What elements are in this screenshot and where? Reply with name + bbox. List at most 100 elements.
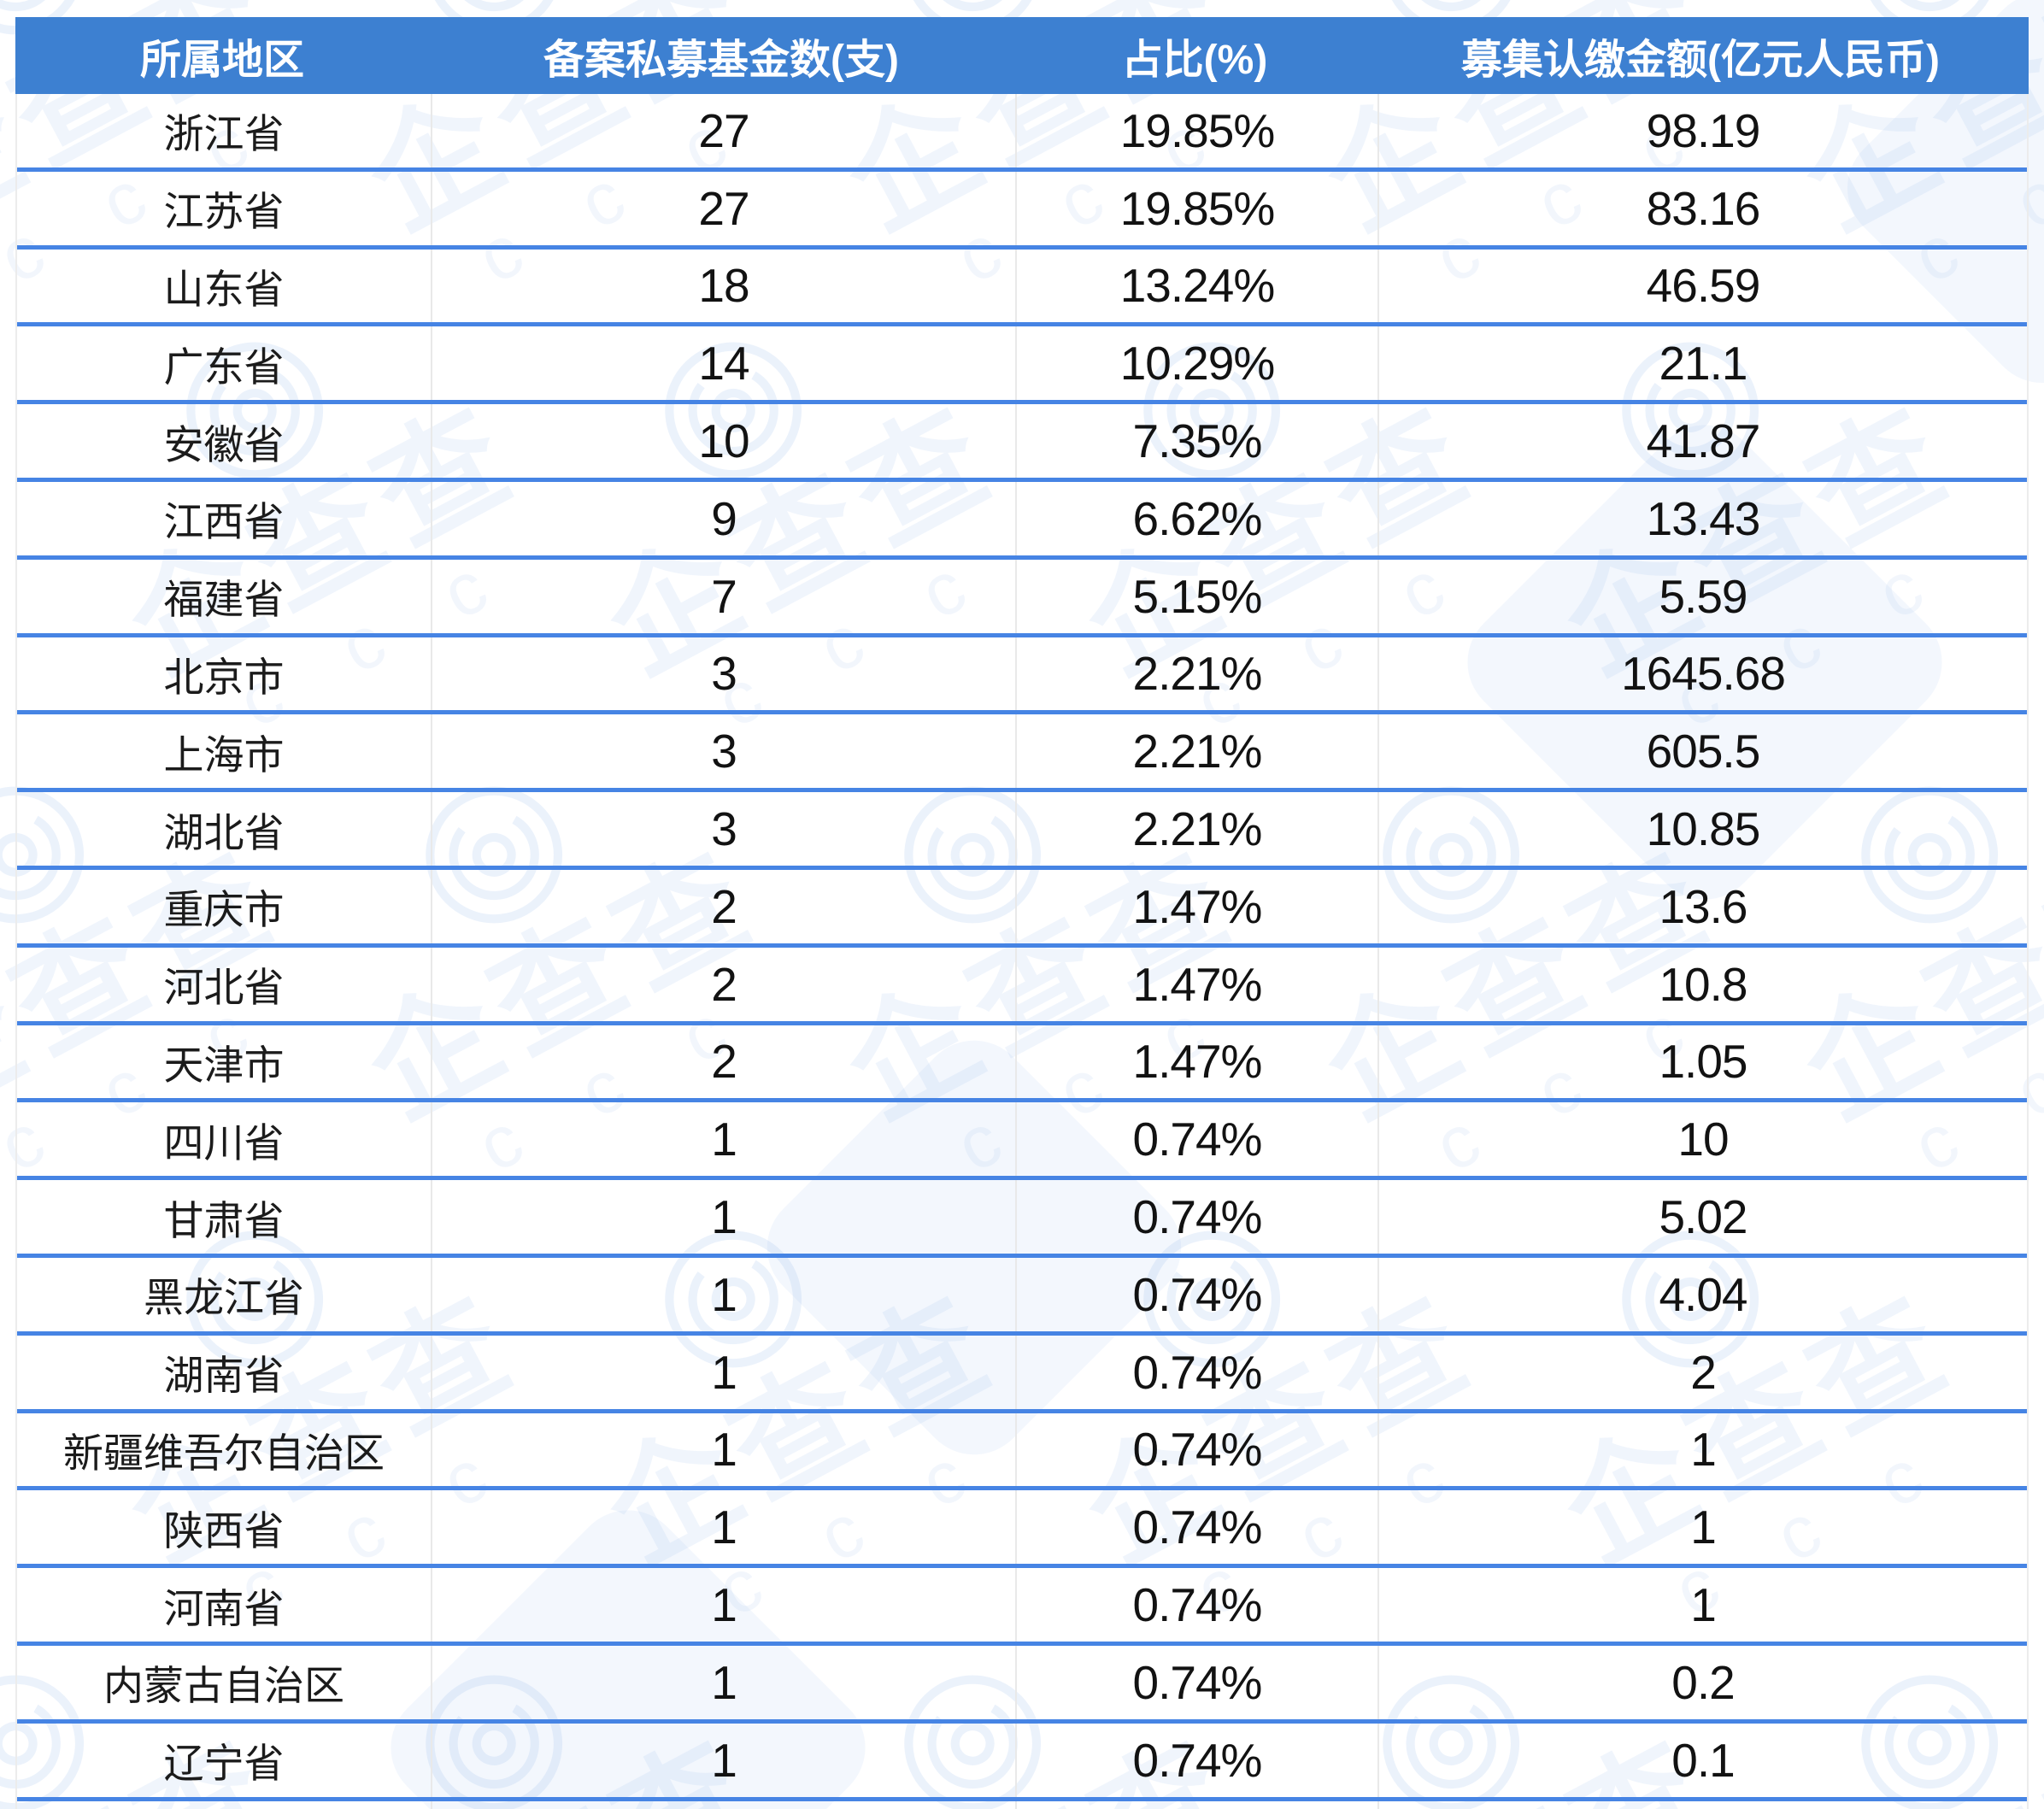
column-header-amount: 募集认缴金额(亿元人民币) — [1461, 38, 1940, 83]
cell-percentage: 0.74% — [1015, 1490, 1377, 1565]
table-row: 甘肃省 1 0.74% 5.02 — [17, 1180, 2027, 1258]
cell-amount: 605.5 — [1377, 714, 2027, 789]
cell-percentage: 1.47% — [1015, 947, 1377, 1021]
column-header-region: 所属地区 — [139, 38, 304, 83]
cell-region: 新疆维吾尔自治区 — [63, 1430, 385, 1476]
cell-fund-count: 1 — [431, 1413, 1015, 1487]
table-row: 北京市 3 2.21% 1645.68 — [17, 637, 2027, 715]
table-row: 江西省 9 6.62% 13.43 — [17, 481, 2027, 560]
cell-percentage: 0.74% — [1015, 1723, 1377, 1797]
cell-fund-count: 27 — [431, 171, 1015, 245]
cell-region: 辽宁省 — [163, 1741, 285, 1787]
cell-region: 重庆市 — [163, 887, 285, 933]
cell-amount: 98.19 — [1377, 94, 2027, 167]
table-row: 安徽省 10 7.35% 41.87 — [17, 404, 2027, 482]
cell-fund-count: 3 — [431, 714, 1015, 789]
table-row: 天津市 2 1.47% 1.05 — [17, 1025, 2027, 1103]
table-row: 陕西省 1 0.74% 1 — [17, 1490, 2027, 1569]
cell-percentage: 2.21% — [1015, 792, 1377, 866]
table-body: 浙江省 27 19.85% 98.19 江苏省 27 19.85% 83.16 山东省 18 13.… — [15, 94, 2029, 1809]
cell-amount: 0.2 — [1377, 1645, 2027, 1719]
table-row: 山东省 18 13.24% 46.59 — [17, 249, 2027, 327]
cell-fund-count: 1 — [431, 1723, 1015, 1797]
cell-percentage: 0.74% — [1015, 1102, 1377, 1177]
table-row-partial — [17, 1800, 2027, 1809]
cell-fund-count: 1 — [431, 1490, 1015, 1565]
cell-percentage: 10.29% — [1015, 326, 1377, 401]
cell-fund-count: 1 — [431, 1102, 1015, 1177]
cell-amount: 10.8 — [1377, 947, 2027, 1021]
table-row: 辽宁省 1 0.74% 0.1 — [17, 1723, 2027, 1801]
cell-amount: 5.59 — [1377, 559, 2027, 633]
cell-amount: 1 — [1377, 1490, 2027, 1565]
cell-percentage: 0.74% — [1015, 1335, 1377, 1409]
column-header-fund-count: 备案私募基金数(支) — [543, 38, 899, 83]
cell-fund-count: 9 — [431, 481, 1015, 555]
cell-percentage: 0.74% — [1015, 1257, 1377, 1331]
cell-amount: 1 — [1377, 1568, 2027, 1642]
cell-percentage: 1.47% — [1015, 869, 1377, 943]
table-row: 河北省 2 1.47% 10.8 — [17, 947, 2027, 1025]
table-row: 湖北省 3 2.21% 10.85 — [17, 792, 2027, 870]
cell-amount: 10.85 — [1377, 792, 2027, 866]
table-row: 内蒙古自治区 1 0.74% 0.2 — [17, 1645, 2027, 1724]
cell-amount — [1377, 1800, 2027, 1809]
cell-region: 湖北省 — [163, 809, 285, 855]
cell-percentage: 19.85% — [1015, 94, 1377, 167]
cell-fund-count: 7 — [431, 559, 1015, 633]
table-row: 江苏省 27 19.85% 83.16 — [17, 171, 2027, 250]
cell-amount: 1645.68 — [1377, 637, 2027, 711]
cell-fund-count — [431, 1800, 1015, 1809]
cell-region — [17, 1801, 431, 1809]
table-row: 上海市 3 2.21% 605.5 — [17, 714, 2027, 793]
cell-percentage: 2.21% — [1015, 637, 1377, 711]
cell-fund-count: 14 — [431, 326, 1015, 401]
cell-fund-count: 1 — [431, 1335, 1015, 1409]
cell-region: 江苏省 — [163, 189, 285, 235]
cell-percentage: 2.21% — [1015, 714, 1377, 789]
cell-fund-count: 2 — [431, 947, 1015, 1021]
cell-region: 浙江省 — [163, 111, 285, 157]
cell-amount: 1 — [1377, 1413, 2027, 1487]
cell-percentage: 13.24% — [1015, 249, 1377, 323]
table-row: 四川省 1 0.74% 10 — [17, 1102, 2027, 1181]
cell-amount: 10 — [1377, 1102, 2027, 1177]
cell-region: 安徽省 — [163, 421, 285, 467]
cell-region: 内蒙古自治区 — [103, 1663, 344, 1709]
cell-percentage: 5.15% — [1015, 559, 1377, 633]
cell-fund-count: 1 — [431, 1568, 1015, 1642]
cell-region: 广东省 — [163, 344, 285, 390]
table-row: 新疆维吾尔自治区 1 0.74% 1 — [17, 1413, 2027, 1491]
cell-region: 湖南省 — [163, 1353, 285, 1399]
cell-fund-count: 2 — [431, 1025, 1015, 1099]
cell-percentage: 0.74% — [1015, 1645, 1377, 1719]
cell-region: 天津市 — [163, 1042, 285, 1088]
cell-amount: 5.02 — [1377, 1180, 2027, 1254]
table-row: 广东省 14 10.29% 21.1 — [17, 326, 2027, 405]
cell-fund-count: 18 — [431, 249, 1015, 323]
cell-percentage: 7.35% — [1015, 404, 1377, 478]
cell-fund-count: 1 — [431, 1645, 1015, 1719]
cell-fund-count: 10 — [431, 404, 1015, 478]
table-row: 湖南省 1 0.74% 2 — [17, 1335, 2027, 1413]
cell-region: 河北省 — [163, 965, 285, 1011]
cell-fund-count: 3 — [431, 637, 1015, 711]
cell-percentage: 6.62% — [1015, 481, 1377, 555]
table-header-row: 所属地区 备案私募基金数(支) 占比(%) 募集认缴金额(亿元人民币) — [15, 17, 2029, 94]
cell-fund-count: 1 — [431, 1257, 1015, 1331]
table-row: 重庆市 2 1.47% 13.6 — [17, 869, 2027, 948]
cell-amount: 13.43 — [1377, 481, 2027, 555]
cell-percentage: 1.47% — [1015, 1025, 1377, 1099]
cell-amount: 0.1 — [1377, 1723, 2027, 1797]
cell-amount: 13.6 — [1377, 869, 2027, 943]
cell-region: 北京市 — [163, 654, 285, 700]
cell-fund-count: 3 — [431, 792, 1015, 866]
cell-fund-count: 27 — [431, 94, 1015, 167]
cell-amount: 21.1 — [1377, 326, 2027, 401]
cell-amount: 41.87 — [1377, 404, 2027, 478]
table-row: 浙江省 27 19.85% 98.19 — [17, 94, 2027, 172]
cell-percentage: 0.74% — [1015, 1413, 1377, 1487]
cell-fund-count: 1 — [431, 1180, 1015, 1254]
cell-fund-count: 2 — [431, 869, 1015, 943]
cell-amount: 4.04 — [1377, 1257, 2027, 1331]
